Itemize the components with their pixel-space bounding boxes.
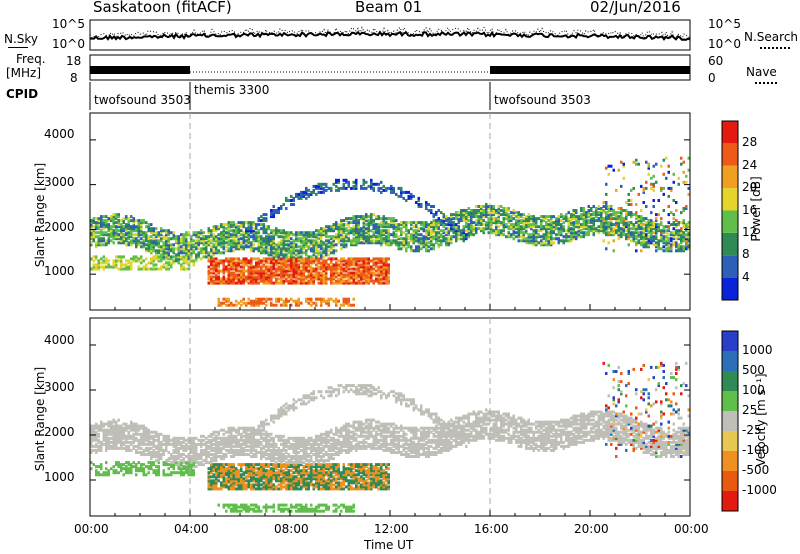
noise-tick-bottom-left: 10^0	[52, 37, 85, 51]
date-title: 02/Jun/2016	[590, 0, 681, 16]
power-ytick-1000: 1000	[44, 264, 75, 278]
cpid-segment-1: twofsound 3503	[94, 93, 191, 107]
power-ytick-3000: 3000	[44, 175, 75, 189]
colorbar-tick-label: 8	[742, 247, 750, 262]
freq-label: Freq.	[16, 52, 46, 66]
colorbar-tick-label: 100	[742, 383, 765, 397]
xtick-1200: 12:00	[374, 522, 409, 536]
freq-bar-2	[490, 66, 690, 74]
colorbar-tick-label: 28	[742, 135, 758, 150]
velocity-ytick-3000: 3000	[44, 380, 75, 394]
power-colorbar-swatch	[722, 121, 738, 144]
nsky-label: N.Sky	[4, 32, 39, 46]
velocity-echo-cells	[90, 361, 690, 513]
colorbar-tick-label: 24	[742, 157, 758, 172]
power-colorbar-frame	[721, 120, 739, 301]
colorbar-tick-label: 4	[742, 269, 750, 284]
power-colorbar-swatch	[722, 143, 738, 166]
freq-bar-1	[90, 66, 190, 74]
power-ytick-4000: 4000	[44, 127, 75, 141]
noise-tick-bottom-right: 10^0	[708, 37, 741, 51]
power-ytick-2000: 2000	[44, 220, 75, 234]
power-colorbar-swatch	[722, 210, 738, 233]
xtick-1600: 16:00	[474, 522, 509, 536]
velocity-colorbar-swatch	[722, 471, 738, 491]
colorbar-tick-label: 500	[742, 363, 765, 377]
beam-title: Beam 01	[355, 0, 423, 16]
power-colorbar-swatch	[722, 232, 738, 256]
nave-legend-line	[755, 82, 777, 84]
xtick-2000: 20:00	[574, 522, 609, 536]
colorbar-tick-label: 25	[742, 403, 758, 417]
power-colorbar-swatch	[722, 277, 738, 300]
velocity-colorbar-swatch	[722, 351, 738, 371]
station-title: Saskatoon (fitACF)	[93, 0, 232, 16]
noise-tick-top-left: 10^5	[52, 17, 85, 31]
nave-label: Nave	[746, 65, 777, 79]
cpid-segment-2: themis 3300	[194, 83, 270, 97]
cpid-label: CPID	[6, 87, 39, 101]
freq-unit-label: [MHz]	[6, 66, 42, 80]
nsearch-legend-line	[760, 47, 790, 49]
noise-tick-top-right: 10^5	[708, 17, 741, 31]
colorbar-tick-label: -1000	[742, 483, 777, 497]
nsky-line	[89, 30, 691, 41]
power-colorbar-swatch	[722, 255, 738, 278]
nsearch-label: N.Search	[744, 30, 799, 44]
xtick-0400: 04:00	[174, 522, 209, 536]
colorbar-tick-label: -100	[742, 443, 770, 457]
xlabel: Time UT	[364, 538, 414, 552]
nave-tick-bottom: 0	[708, 71, 716, 85]
velocity-colorbar-swatch	[722, 391, 738, 411]
colorbar-tick-label: 1000	[742, 343, 773, 357]
nave-tick-top: 60	[708, 54, 724, 68]
nsky-legend-line	[8, 47, 28, 48]
colorbar-tick-label: 20	[742, 180, 758, 195]
velocity-ytick-2000: 2000	[44, 425, 75, 439]
freq-tick-top: 18	[66, 54, 82, 68]
velocity-colorbar-swatch	[722, 431, 738, 451]
velocity-colorbar-frame	[721, 330, 739, 512]
colorbar-tick-label: -500	[742, 463, 770, 477]
freq-tick-bottom: 8	[70, 71, 78, 85]
velocity-ytick-4000: 4000	[44, 333, 75, 347]
colorbar-tick-label: 16	[742, 202, 758, 217]
xtick-2400: 00:00	[674, 522, 709, 536]
colorbar-tick-label: 12	[742, 224, 758, 239]
power-colorbar-swatch	[722, 188, 738, 211]
power-colorbar-swatch	[722, 165, 738, 189]
colorbar-tick-label: -25	[742, 423, 762, 437]
power-echo-cells	[90, 156, 690, 307]
velocity-colorbar-swatch	[722, 451, 738, 471]
velocity-colorbar-swatch	[722, 371, 738, 391]
cpid-segment-3: twofsound 3503	[494, 93, 591, 107]
xtick-0000: 00:00	[74, 522, 109, 536]
velocity-ytick-1000: 1000	[44, 470, 75, 484]
velocity-colorbar-swatch	[722, 331, 738, 351]
velocity-colorbar-swatch	[722, 411, 738, 431]
nsearch-line	[89, 26, 691, 41]
xtick-0800: 08:00	[274, 522, 309, 536]
velocity-colorbar-swatch	[722, 491, 738, 511]
